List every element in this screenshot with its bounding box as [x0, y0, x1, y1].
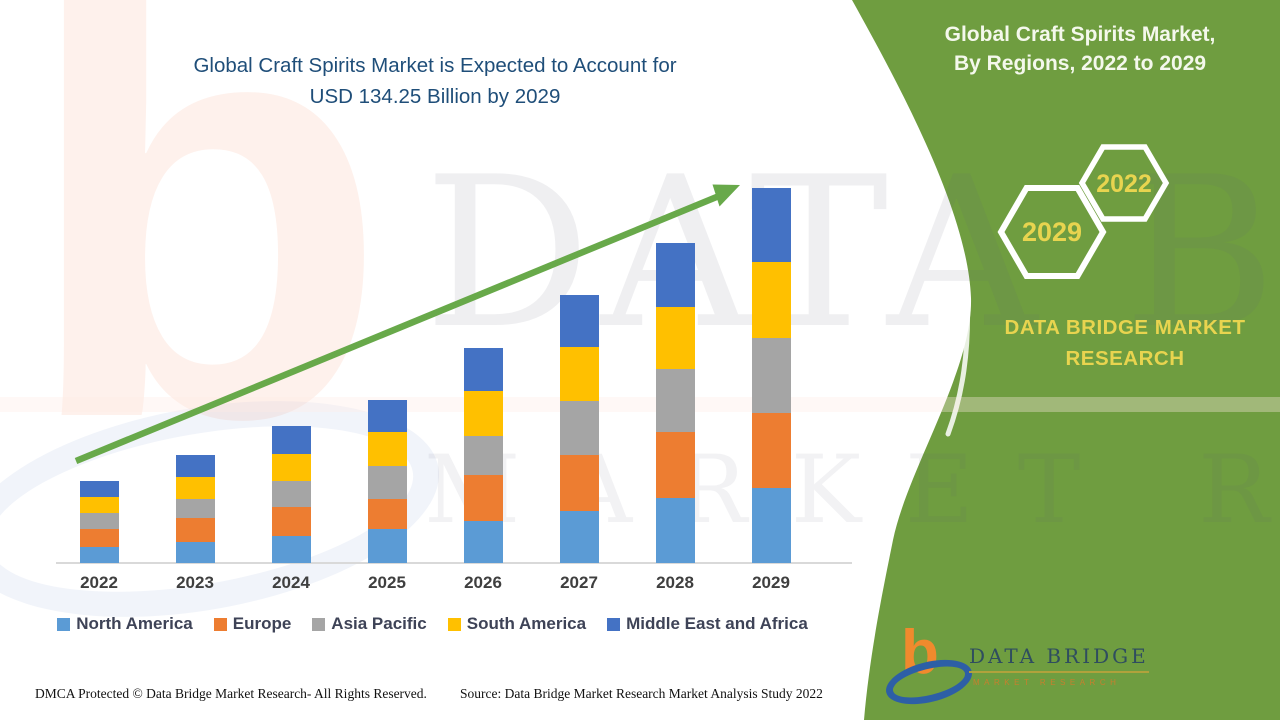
- chart-legend: North America Europe Asia Pacific South Ame…: [0, 614, 865, 634]
- logo-name: DATA BRIDGE: [969, 644, 1149, 673]
- bar-segment: [271, 425, 311, 454]
- bar-segment: [559, 455, 599, 512]
- bar-segment: [463, 390, 503, 436]
- bar-segment: [271, 535, 311, 563]
- bar-segment: [79, 481, 119, 498]
- legend-item: North America: [57, 614, 193, 634]
- bar-segment: [751, 487, 791, 563]
- bar-segment: [175, 454, 215, 477]
- legend-item: Asia Pacific: [312, 614, 427, 634]
- legend-item: Europe: [213, 614, 292, 634]
- bar-segment: [655, 432, 695, 498]
- bar-segment: [367, 432, 407, 467]
- white-accent-arc: [945, 285, 971, 437]
- bar-segment: [175, 518, 215, 543]
- logo-b-letter: b: [901, 618, 939, 687]
- bar-segment: [559, 511, 599, 563]
- source-note: Source: Data Bridge Market Research Mark…: [460, 686, 823, 701]
- bar-segment: [367, 528, 407, 563]
- bar-segment: [751, 412, 791, 488]
- legend-swatch: [312, 617, 326, 631]
- legend-label: North America: [76, 614, 193, 633]
- hexagon-2029-label: 2029: [1022, 217, 1082, 247]
- bar-segment: [367, 399, 407, 432]
- bar-segment: [175, 499, 215, 519]
- brand-text-line1: DATA BRIDGE MARKET: [1004, 316, 1246, 339]
- panel-title: Global Craft Spirits Market, By Regions,…: [900, 20, 1260, 78]
- legend-swatch: [447, 617, 461, 631]
- bar-segment: [751, 261, 791, 338]
- company-logo: b DATA BRIDGE MARKET RESEARCH: [881, 618, 1173, 714]
- legend-swatch: [213, 617, 227, 631]
- x-axis-tick-label: 2023: [176, 573, 214, 592]
- x-axis-tick-label: 2027: [560, 573, 598, 592]
- legend-label: South America: [466, 614, 587, 633]
- chart-title-line2: USD 134.25 Billion by 2029: [309, 85, 561, 108]
- x-axis-tick-label: 2026: [464, 573, 502, 592]
- logo-b-icon: b: [881, 618, 977, 713]
- green-panel-shape: [852, 0, 1280, 720]
- bar-segment: [655, 306, 695, 369]
- bar-segment: [79, 513, 119, 530]
- dmca-notice: DMCA Protected © Data Bridge Market Rese…: [35, 686, 427, 701]
- bar-segment: [559, 295, 599, 348]
- bar-segment: [463, 347, 503, 391]
- x-axis-tick-label: 2022: [80, 573, 118, 592]
- bar-segment: [367, 466, 407, 500]
- legend-swatch: [607, 617, 621, 631]
- bar-segment: [271, 480, 311, 507]
- bar-segment: [463, 435, 503, 476]
- bar-segment: [175, 542, 215, 563]
- bar-segment: [751, 337, 791, 413]
- bar-segment: [463, 475, 503, 522]
- bar-segment: [751, 187, 791, 262]
- legend-swatch: [57, 617, 71, 631]
- year-hexagons: 2022 2029: [997, 144, 1170, 279]
- bar-segment: [79, 497, 119, 514]
- bar-segment: [367, 499, 407, 529]
- logo-tagline: MARKET RESEARCH: [973, 678, 1121, 687]
- hexagon-2029-outline: [997, 185, 1107, 279]
- brand-text: DATA BRIDGE MARKET RESEARCH: [950, 312, 1280, 374]
- x-axis-tick-label: 2028: [656, 573, 694, 592]
- hexagon-2022-outline: [1078, 144, 1170, 222]
- bar-segment: [271, 506, 311, 536]
- bar-segment: [271, 453, 311, 481]
- panel-title-line2: By Regions, 2022 to 2029: [953, 52, 1207, 75]
- legend-label: Middle East and Africa: [626, 614, 808, 633]
- bar-segment: [655, 242, 695, 307]
- bar-segment: [655, 368, 695, 432]
- bar-segment: [559, 401, 599, 456]
- panel-title-line1: Global Craft Spirits Market,: [944, 23, 1216, 46]
- chart-title: Global Craft Spirits Market is Expected …: [85, 50, 785, 112]
- brand-text-line2: RESEARCH: [1065, 347, 1185, 370]
- legend-label: Europe: [232, 614, 292, 633]
- legend-item: Middle East and Africa: [607, 614, 808, 634]
- bar-segment: [655, 497, 695, 563]
- hexagon-2022-label: 2022: [1096, 170, 1152, 198]
- chart-title-line1: Global Craft Spirits Market is Expected …: [193, 54, 677, 77]
- x-axis-line: [56, 562, 852, 564]
- legend-item: South America: [447, 614, 587, 634]
- bar-segment: [463, 521, 503, 563]
- bar-segment: [175, 476, 215, 500]
- x-axis-tick-label: 2029: [752, 573, 790, 592]
- bar-segment: [559, 347, 599, 402]
- x-axis-tick-label: 2024: [272, 573, 310, 592]
- x-axis-tick-label: 2025: [368, 573, 406, 592]
- bar-segment: [79, 547, 119, 563]
- legend-label: Asia Pacific: [331, 614, 427, 633]
- bar-segment: [79, 529, 119, 548]
- bar-chart-plot-area: 2022 2023 2024 2025 2026 2027 2028 2029: [79, 187, 791, 592]
- logo-swoosh-icon: [881, 651, 977, 713]
